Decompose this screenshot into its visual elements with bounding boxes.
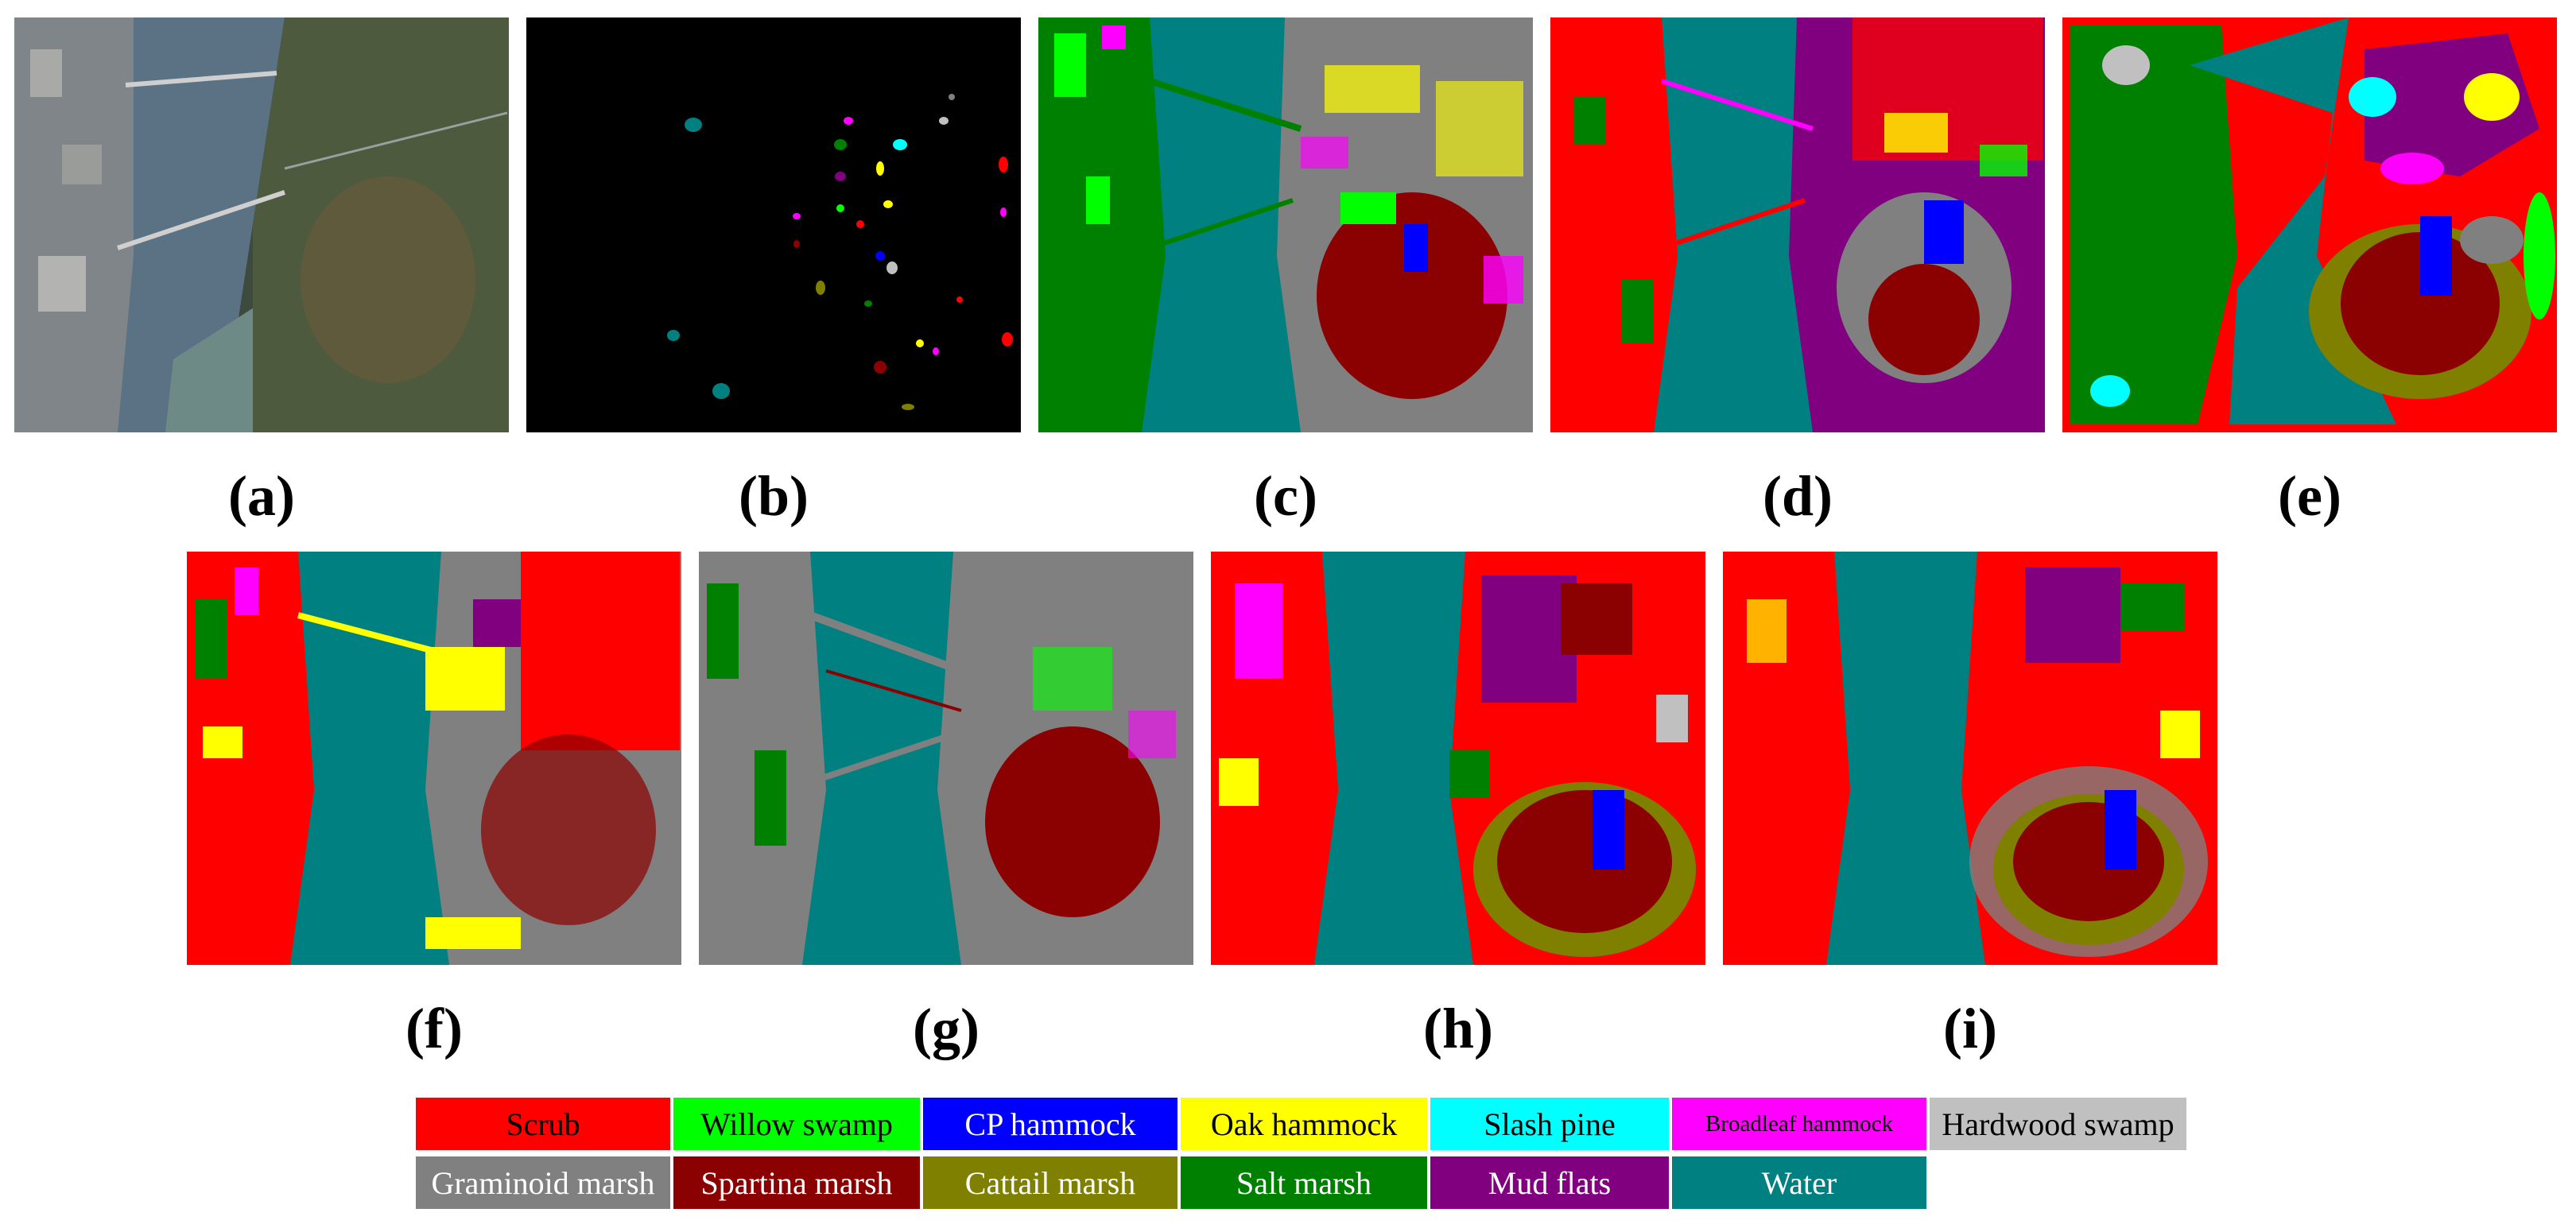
- panel-a-satellite-image: [14, 17, 509, 432]
- legend-hardwood-swamp: Hardwood swamp: [1930, 1098, 2186, 1150]
- legend-cattail-marsh: Cattail marsh: [923, 1156, 1177, 1209]
- caption-a: (a): [228, 464, 295, 528]
- legend-oak-hammock: Oak hammock: [1181, 1098, 1427, 1150]
- caption-b: (b): [739, 464, 809, 528]
- legend-salt-marsh: Salt marsh: [1181, 1156, 1427, 1209]
- caption-h: (h): [1423, 997, 1493, 1060]
- caption-c: (c): [1254, 464, 1317, 528]
- legend-water: Water: [1672, 1156, 1926, 1209]
- panel-e-classification-map: [2062, 17, 2557, 432]
- legend-mud-flats: Mud flats: [1430, 1156, 1669, 1209]
- panel-h-classification-map: [1211, 552, 1705, 965]
- caption-i: (i): [1943, 997, 1997, 1060]
- legend-cp-hammock: CP hammock: [923, 1098, 1177, 1150]
- panel-i-classification-map: [1723, 552, 2217, 965]
- legend-slash-pine: Slash pine: [1430, 1098, 1669, 1150]
- legend-spartina-marsh: Spartina marsh: [673, 1156, 920, 1209]
- caption-e: (e): [2278, 464, 2341, 528]
- panel-b-ground-truth-map: [526, 17, 1021, 432]
- caption-f: (f): [405, 997, 463, 1060]
- legend-graminoid-marsh: Graminoid marsh: [416, 1156, 670, 1209]
- legend-broadleaf-hammock: Broadleaf hammock: [1672, 1098, 1926, 1150]
- legend-willow-swamp: Willow swamp: [673, 1098, 920, 1150]
- caption-g: (g): [913, 997, 980, 1060]
- panel-g-classification-map: [699, 552, 1193, 965]
- panel-f-classification-map: [187, 552, 681, 965]
- panel-c-classification-map: [1038, 17, 1533, 432]
- caption-d: (d): [1763, 464, 1833, 528]
- legend-scrub: Scrub: [416, 1098, 670, 1150]
- panel-d-classification-map: [1550, 17, 2045, 432]
